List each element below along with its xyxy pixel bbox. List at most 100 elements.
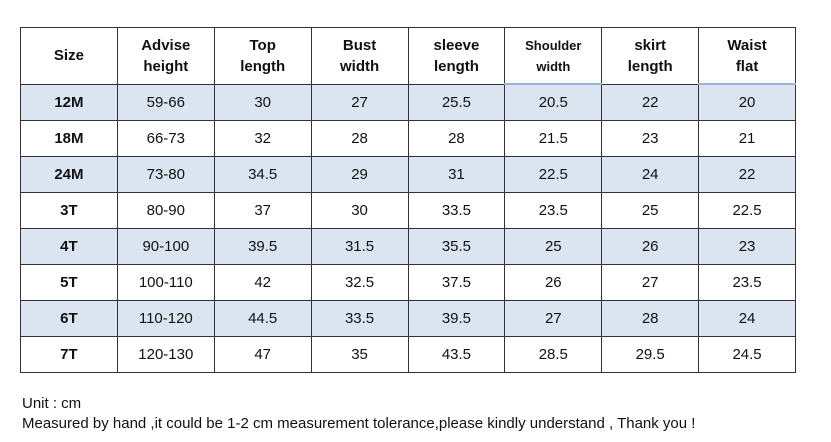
table-cell: 39.5 <box>407 300 506 337</box>
size-cell: 3T <box>20 192 118 229</box>
header-row: Size Advise height Top length Bust width sleeve… <box>20 27 796 85</box>
table-cell: 31.5 <box>310 228 409 265</box>
header-cell: Bust width <box>310 27 409 85</box>
table-cell: 23.5 <box>504 192 603 229</box>
table-cell: 29 <box>310 156 409 193</box>
table-row: 5T 100-110 42 32.5 37.5 26 27 23.5 <box>20 264 796 301</box>
size-cell: 4T <box>20 228 118 265</box>
header-cell: Waist flat <box>698 27 796 85</box>
notes: Unit : cm Measured by hand ,it could be 1… <box>22 394 695 434</box>
size-table: Size Advise height Top length Bust width sleeve… <box>20 27 796 373</box>
header-text: length <box>240 57 286 75</box>
table-cell: 43.5 <box>407 336 506 373</box>
table-cell: 33.5 <box>407 192 506 229</box>
table-cell: 34.5 <box>213 156 312 193</box>
table-head: Size Advise height Top length Bust width sleeve… <box>20 27 796 85</box>
header-cell: Top length <box>213 27 312 85</box>
table-cell: 37 <box>213 192 312 229</box>
table-row: 12M 59-66 30 27 25.5 20.5 22 20 <box>20 83 796 121</box>
table-row: 4T 90-100 39.5 31.5 35.5 25 26 23 <box>20 228 796 265</box>
header-text: length <box>433 57 479 75</box>
table-row: 24M 73-80 34.5 29 31 22.5 24 22 <box>20 156 796 193</box>
table-cell: 21 <box>698 120 796 157</box>
table-cell: 22 <box>601 83 700 121</box>
size-cell: 18M <box>20 120 118 157</box>
header-text: flat <box>735 57 759 75</box>
table-cell: 28 <box>407 120 506 157</box>
table-cell: 23 <box>698 228 796 265</box>
header-text: Size <box>53 47 84 65</box>
table-cell: 22.5 <box>504 156 603 193</box>
size-cell: 24M <box>20 156 118 193</box>
table-cell: 23.5 <box>698 264 796 301</box>
table-cell: 24 <box>601 156 700 193</box>
table-cell: 20.5 <box>504 83 603 121</box>
table-row: 18M 66-73 32 28 28 21.5 23 21 <box>20 120 796 157</box>
table-cell: 24 <box>698 300 796 337</box>
header-text: Waist <box>727 36 767 54</box>
table-cell: 110-120 <box>116 300 215 337</box>
table-cell: 39.5 <box>213 228 312 265</box>
table-cell: 35 <box>310 336 409 373</box>
header-cell: Size <box>20 27 118 85</box>
table-cell: 20 <box>698 83 796 121</box>
table-cell: 37.5 <box>407 264 506 301</box>
header-text: Advise <box>141 36 191 54</box>
size-cell: 12M <box>20 83 118 121</box>
table-cell: 73-80 <box>116 156 215 193</box>
table-cell: 22.5 <box>698 192 796 229</box>
table-body: 12M 59-66 30 27 25.5 20.5 22 20 18M 66-73 32 28 28 21… <box>20 83 796 373</box>
table-cell: 66-73 <box>116 120 215 157</box>
table-cell: 21.5 <box>504 120 603 157</box>
size-cell: 5T <box>20 264 118 301</box>
table-row: 3T 80-90 37 30 33.5 23.5 25 22.5 <box>20 192 796 229</box>
header-text: sleeve <box>433 36 480 54</box>
header-text: Top <box>249 36 276 54</box>
table-cell: 26 <box>601 228 700 265</box>
table-cell: 24.5 <box>698 336 796 373</box>
table-cell: 23 <box>601 120 700 157</box>
table-cell: 26 <box>504 264 603 301</box>
table-cell: 25 <box>601 192 700 229</box>
table-cell: 25.5 <box>407 83 506 121</box>
header-cell: sleeve length <box>407 27 506 85</box>
header-text: width <box>339 57 380 75</box>
header-text: Bust <box>342 36 377 54</box>
table-cell: 100-110 <box>116 264 215 301</box>
table-row: 6T 110-120 44.5 33.5 39.5 27 28 24 <box>20 300 796 337</box>
header-text: width <box>536 58 571 74</box>
table-cell: 32 <box>213 120 312 157</box>
table-cell: 80-90 <box>116 192 215 229</box>
note-line: Unit : cm <box>22 395 82 412</box>
header-text: Shoulder <box>525 37 582 53</box>
table-cell: 25 <box>504 228 603 265</box>
table-cell: 28 <box>601 300 700 337</box>
table-cell: 29.5 <box>601 336 700 373</box>
table-cell: 27 <box>310 83 409 121</box>
table-cell: 31 <box>407 156 506 193</box>
table-row: 7T 120-130 47 35 43.5 28.5 29.5 24.5 <box>20 336 796 373</box>
header-cell: Advise height <box>116 27 215 85</box>
header-text: skirt <box>634 36 667 54</box>
table-cell: 120-130 <box>116 336 215 373</box>
header-cell: skirt length <box>601 27 700 85</box>
table-cell: 28 <box>310 120 409 157</box>
size-cell: 6T <box>20 300 118 337</box>
header-text: length <box>627 57 673 75</box>
table-cell: 44.5 <box>213 300 312 337</box>
size-cell: 7T <box>20 336 118 373</box>
table-cell: 32.5 <box>310 264 409 301</box>
table-cell: 30 <box>310 192 409 229</box>
table-cell: 59-66 <box>116 83 215 121</box>
table-cell: 35.5 <box>407 228 506 265</box>
table-cell: 28.5 <box>504 336 603 373</box>
table-cell: 42 <box>213 264 312 301</box>
note-line: Measured by hand ,it could be 1-2 cm mea… <box>22 415 696 432</box>
table-cell: 27 <box>601 264 700 301</box>
table-cell: 47 <box>213 336 312 373</box>
table-cell: 30 <box>213 83 312 121</box>
table-cell: 33.5 <box>310 300 409 337</box>
table-cell: 90-100 <box>116 228 215 265</box>
header-text: height <box>143 57 189 75</box>
